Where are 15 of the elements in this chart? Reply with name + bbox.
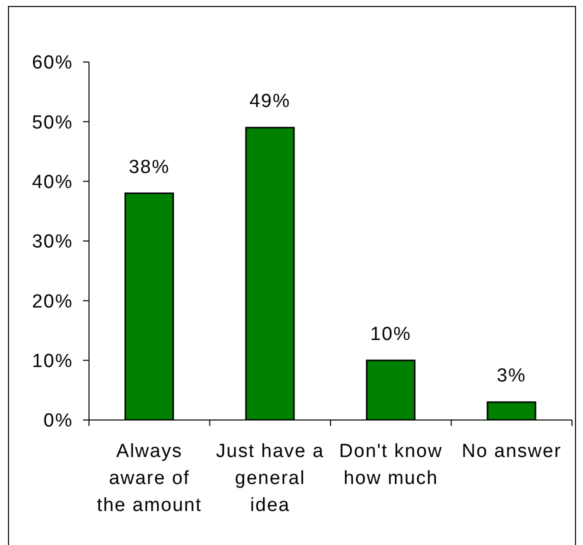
x-tick-label: Just have a general idea: [216, 441, 324, 516]
y-tick-label: 60%: [32, 52, 73, 74]
y-tick-label: 40%: [32, 172, 73, 194]
y-tick-label: 20%: [32, 291, 73, 312]
y-tick-label: 50%: [32, 112, 73, 134]
x-tick-label: Don't know how much: [339, 441, 443, 489]
y-tick-label: 10%: [32, 351, 73, 372]
x-tick-label: Always aware of the amount: [96, 441, 202, 516]
data-label: 3%: [496, 366, 526, 387]
data-label: 38%: [128, 156, 170, 178]
data-label: 10%: [370, 324, 412, 345]
data-label: 49%: [249, 91, 290, 112]
x-tick-label: No answer: [462, 441, 562, 462]
y-tick-label: 0%: [44, 410, 73, 432]
y-tick-label: 30%: [32, 232, 73, 253]
